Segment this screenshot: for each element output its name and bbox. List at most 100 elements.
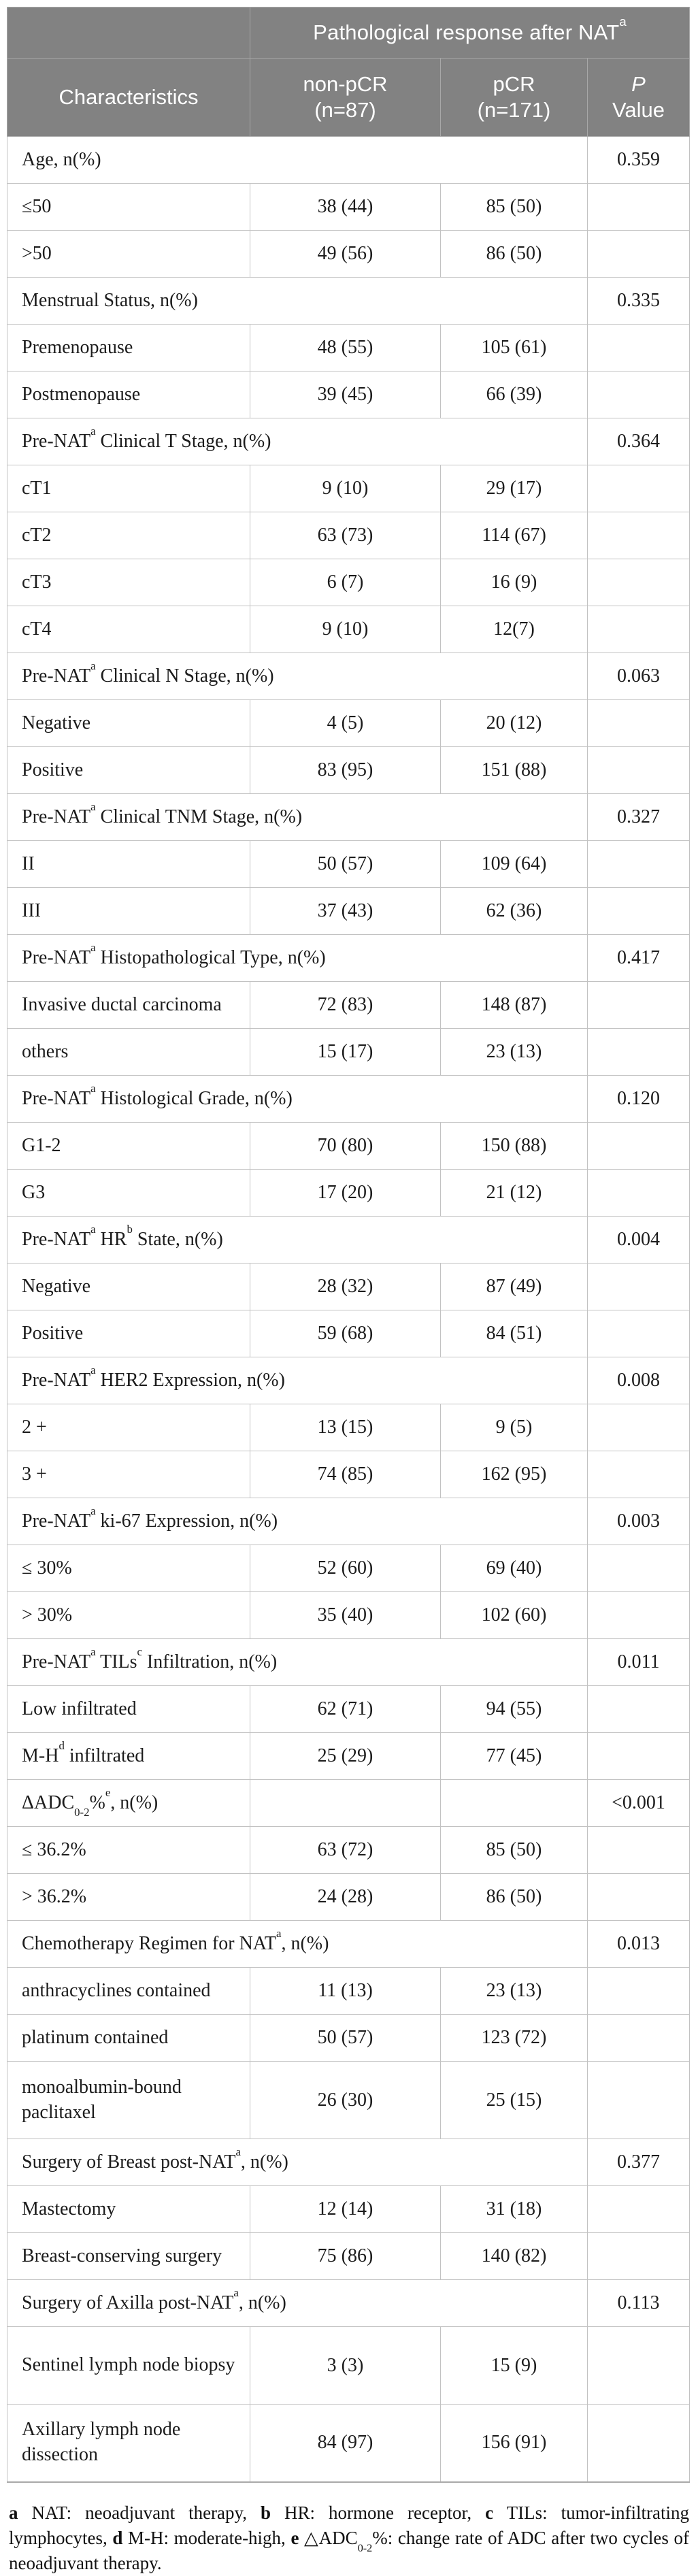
cell-characteristic: Sentinel lymph node biopsy	[7, 2327, 250, 2405]
cell-p-value: 0.113	[588, 2280, 690, 2327]
cell-non-pcr-value: 70 (80)	[250, 1123, 441, 1170]
cell-p-value	[588, 841, 690, 888]
cell-pcr-value: 87 (49)	[441, 1264, 588, 1310]
table-row-group: Pre-NATa Histopathological Type, n(%)0.4…	[7, 935, 690, 982]
cell-group-label: Surgery of Breast post-NATa, n(%)	[7, 2139, 588, 2186]
cell-non-pcr-value: 48 (55)	[250, 325, 441, 371]
cell-pcr-value: 85 (50)	[441, 1827, 588, 1874]
cell-pcr-value: 150 (88)	[441, 1123, 588, 1170]
cell-group-label: Age, n(%)	[7, 137, 588, 184]
cell-pcr-value: 15 (9)	[441, 2327, 588, 2405]
cell-non-pcr-value: 50 (57)	[250, 2015, 441, 2062]
cell-characteristic: Postmenopause	[7, 371, 250, 418]
cell-p-value	[588, 2062, 690, 2139]
cell-non-pcr-value: 63 (72)	[250, 1827, 441, 1874]
cell-characteristic: cT3	[7, 559, 250, 606]
cell-group-label: Chemotherapy Regimen for NATa, n(%)	[7, 1921, 588, 1968]
cell-pcr-value: 12(7)	[441, 606, 588, 653]
table-row-data: > 36.2%24 (28)86 (50)	[7, 1874, 690, 1921]
cell-p-value	[588, 184, 690, 231]
header-row-columns: Characteristics non-pCR(n=87) pCR(n=171)…	[7, 59, 690, 137]
cell-group-label: Pre-NATa HRb State, n(%)	[7, 1217, 588, 1264]
table-row-group: Pre-NATa Clinical N Stage, n(%)0.063	[7, 653, 690, 700]
cell-p-value: 0.327	[588, 794, 690, 841]
cell-characteristic: Positive	[7, 1310, 250, 1357]
cell-p-value	[588, 2327, 690, 2405]
cell-p-value: 0.417	[588, 935, 690, 982]
table-row-group: Surgery of Breast post-NATa, n(%)0.377	[7, 2139, 690, 2186]
cell-pcr-value: 105 (61)	[441, 325, 588, 371]
cell-characteristic: cT1	[7, 465, 250, 512]
cell-pcr-value: 94 (55)	[441, 1686, 588, 1733]
header-cell-span-title: Pathological response after NATa	[250, 7, 690, 59]
cell-pcr-value: 23 (13)	[441, 1029, 588, 1076]
cell-group-label: Pre-NATa Clinical N Stage, n(%)	[7, 653, 588, 700]
cell-characteristic: monoalbumin-bound paclitaxel	[7, 2062, 250, 2139]
cell-pcr-value: 31 (18)	[441, 2186, 588, 2233]
cell-non-pcr-value: 83 (95)	[250, 747, 441, 794]
cell-p-value	[588, 700, 690, 747]
cell-characteristic: M-Hd infiltrated	[7, 1733, 250, 1780]
cell-characteristic: platinum contained	[7, 2015, 250, 2062]
cell-non-pcr-value: 84 (97)	[250, 2405, 441, 2482]
table-row-group: Pre-NATa TILsc Infiltration, n(%)0.011	[7, 1639, 690, 1686]
cell-group-label: Pre-NATa Histological Grade, n(%)	[7, 1076, 588, 1123]
cell-p-value	[588, 1029, 690, 1076]
cell-characteristic: anthracyclines contained	[7, 1968, 250, 2015]
cell-characteristic: ≤ 30%	[7, 1545, 250, 1592]
cell-group-label: Pre-NATa TILsc Infiltration, n(%)	[7, 1639, 588, 1686]
cell-characteristic: > 30%	[7, 1592, 250, 1639]
cell-p-value	[588, 1686, 690, 1733]
cell-non-pcr-value: 52 (60)	[250, 1545, 441, 1592]
cell-characteristic: Premenopause	[7, 325, 250, 371]
cell-non-pcr-value: 13 (15)	[250, 1404, 441, 1451]
cell-group-label: Pre-NATa HER2 Expression, n(%)	[7, 1357, 588, 1404]
cell-non-pcr-value: 35 (40)	[250, 1592, 441, 1639]
cell-pcr-value: 162 (95)	[441, 1451, 588, 1498]
cell-p-value	[588, 512, 690, 559]
cell-pcr-value: 102 (60)	[441, 1592, 588, 1639]
cell-p-value	[588, 1968, 690, 2015]
table-row-group: Pre-NATa Histological Grade, n(%)0.120	[7, 1076, 690, 1123]
cell-pcr-value	[441, 1780, 588, 1827]
cell-p-value	[588, 2015, 690, 2062]
cell-pcr-value: 148 (87)	[441, 982, 588, 1029]
cell-pcr-value: 25 (15)	[441, 2062, 588, 2139]
table-row-group: Pre-NATa HER2 Expression, n(%)0.008	[7, 1357, 690, 1404]
table-row-group: Pre-NATa ki-67 Expression, n(%)0.003	[7, 1498, 690, 1545]
cell-characteristic: Negative	[7, 1264, 250, 1310]
cell-characteristic: cT2	[7, 512, 250, 559]
cell-pcr-value: 16 (9)	[441, 559, 588, 606]
table-row-group: Chemotherapy Regimen for NATa, n(%)0.013	[7, 1921, 690, 1968]
cell-pcr-value: 123 (72)	[441, 2015, 588, 2062]
cell-p-value: 0.335	[588, 278, 690, 325]
cell-p-value	[588, 1874, 690, 1921]
cell-non-pcr-value: 28 (32)	[250, 1264, 441, 1310]
cell-p-value: 0.120	[588, 1076, 690, 1123]
cell-pcr-value: 140 (82)	[441, 2233, 588, 2280]
cell-pcr-value: 21 (12)	[441, 1170, 588, 1217]
cell-p-value: 0.004	[588, 1217, 690, 1264]
cell-p-value: 0.003	[588, 1498, 690, 1545]
cell-non-pcr-value: 12 (14)	[250, 2186, 441, 2233]
cell-pcr-value: 66 (39)	[441, 371, 588, 418]
cell-non-pcr-value: 11 (13)	[250, 1968, 441, 2015]
cell-p-value	[588, 325, 690, 371]
cell-p-value	[588, 888, 690, 935]
cell-pcr-value: 77 (45)	[441, 1733, 588, 1780]
cell-characteristic: 2 +	[7, 1404, 250, 1451]
cell-group-label: Surgery of Axilla post-NATa, n(%)	[7, 2280, 588, 2327]
cell-p-value: 0.011	[588, 1639, 690, 1686]
table-row-data: ΔADC0-2%e, n(%)<0.001	[7, 1780, 690, 1827]
